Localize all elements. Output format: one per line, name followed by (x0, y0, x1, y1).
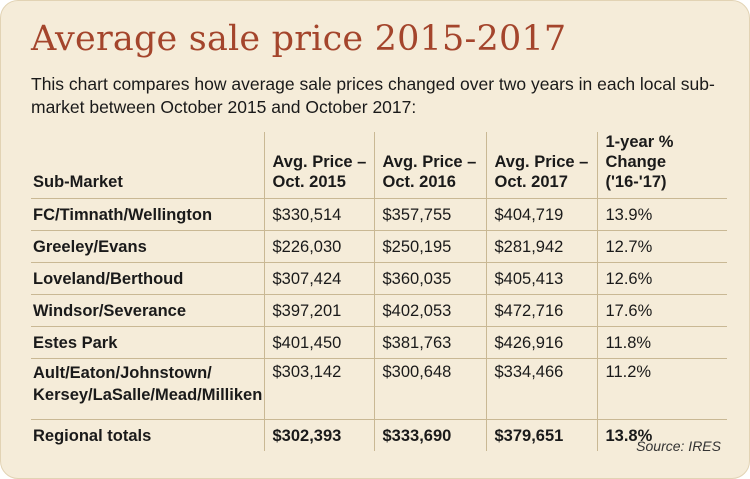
price-table: Sub-Market Avg. Price – Oct. 2015 Avg. P… (31, 132, 727, 451)
table-row: Loveland/Berthoud $307,424 $360,035 $405,41… (31, 262, 727, 295)
header-oct-2015: Avg. Price – Oct. 2015 (263, 132, 374, 199)
header-line: Avg. Price – (382, 153, 477, 171)
price-cell: $226,030 (263, 230, 374, 263)
header-row: Sub-Market Avg. Price – Oct. 2015 Avg. P… (31, 132, 727, 199)
sub-market-name: Greeley/Evans (31, 230, 264, 263)
sub-market-name: Estes Park (31, 326, 264, 359)
price-cell: $405,413 (485, 262, 597, 295)
header-line: Sub-Market (33, 173, 123, 191)
header-line: 1-year % Change (605, 133, 674, 171)
price-cell: $300,648 (373, 358, 486, 420)
sub-market-name: FC/Timnath/Wellington (31, 198, 264, 231)
table-body: FC/Timnath/Wellington $330,514 $357,755 $40… (31, 198, 727, 420)
pct-change-cell: 12.6% (596, 262, 727, 295)
totals-label: Regional totals (31, 419, 264, 451)
sub-market-name: Loveland/Berthoud (31, 262, 264, 295)
sub-market-line: Ault/Eaton/Johnstown/ (33, 364, 212, 382)
sub-market-name: Ault/Eaton/Johnstown/Kersey/LaSalle/Mead… (31, 358, 264, 420)
price-cell: $303,142 (263, 358, 374, 420)
price-cell: $401,450 (263, 326, 374, 359)
price-cell: $472,716 (485, 294, 597, 327)
header-sub-market: Sub-Market (31, 132, 264, 199)
sub-market-line: Greeley/Evans (33, 237, 147, 256)
intro-text: This chart compares how average sale pri… (31, 74, 715, 117)
source-note: Source: IRES (636, 438, 721, 454)
totals-cell: $302,393 (263, 419, 374, 451)
sub-market-line: Windsor/Severance (33, 301, 186, 320)
totals-cell: $379,651 (485, 419, 597, 451)
header-line: Avg. Price – (494, 153, 589, 171)
pct-change-cell: 17.6% (596, 294, 727, 327)
price-cell: $307,424 (263, 262, 374, 295)
pct-change-cell: 13.9% (596, 198, 727, 231)
sub-market-line: Kersey/LaSalle/Mead/Milliken (33, 386, 263, 404)
totals-cell: 13.8% (596, 419, 727, 451)
pct-change-cell: 12.7% (596, 230, 727, 263)
price-cell: $404,719 (485, 198, 597, 231)
table-row: Windsor/Severance $397,201 $402,053 $472,71… (31, 294, 727, 327)
sub-market-line: FC/Timnath/Wellington (33, 205, 213, 224)
price-cell: $281,942 (485, 230, 597, 263)
table-row: Greeley/Evans $226,030 $250,195 $281,942 12.… (31, 230, 727, 263)
header-line: Oct. 2015 (272, 173, 346, 191)
pct-change-cell: 11.8% (596, 326, 727, 359)
price-cell: $426,916 (485, 326, 597, 359)
header-oct-2017: Avg. Price – Oct. 2017 (485, 132, 597, 199)
totals-row: Regional totals $302,393 $333,690 $379,6… (31, 419, 727, 451)
price-cell: $330,514 (263, 198, 374, 231)
price-cell: $381,763 (373, 326, 486, 359)
table-row: FC/Timnath/Wellington $330,514 $357,755 $40… (31, 198, 727, 231)
totals-cell: $333,690 (373, 419, 486, 451)
table-row: Estes Park $401,450 $381,763 $426,916 11.8% (31, 326, 727, 359)
price-cell: $397,201 (263, 294, 374, 327)
header-line: ('16-'17) (605, 173, 667, 191)
header-line: Avg. Price – (272, 153, 367, 171)
header-oct-2016: Avg. Price – Oct. 2016 (373, 132, 486, 199)
price-cell: $360,035 (373, 262, 486, 295)
header-line: Oct. 2016 (382, 173, 456, 191)
header-pct-change: 1-year % Change ('16-'17) (596, 132, 727, 199)
table-row: Ault/Eaton/Johnstown/Kersey/LaSalle/Mead… (31, 358, 727, 420)
sub-market-line: Estes Park (33, 333, 118, 352)
pct-change-cell: 11.2% (596, 358, 727, 420)
price-cell: $334,466 (485, 358, 597, 420)
price-cell: $250,195 (373, 230, 486, 263)
price-cell: $402,053 (373, 294, 486, 327)
sub-market-name: Windsor/Severance (31, 294, 264, 327)
sub-market-line: Loveland/Berthoud (33, 269, 184, 288)
header-line: Oct. 2017 (494, 173, 568, 191)
price-cell: $357,755 (373, 198, 486, 231)
page-title: Average sale price 2015-2017 (31, 19, 567, 59)
